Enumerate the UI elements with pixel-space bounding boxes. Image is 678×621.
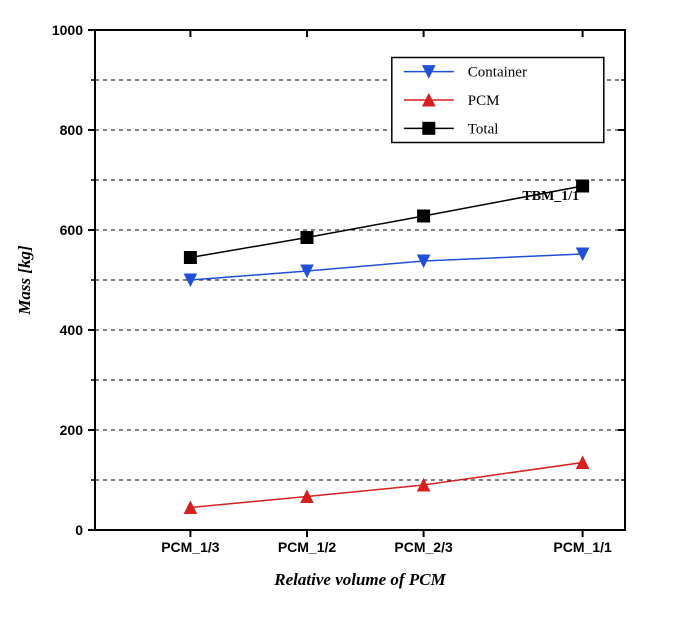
- svg-text:PCM_1/2: PCM_1/2: [278, 539, 337, 555]
- svg-text:Relative volume of PCM: Relative volume of PCM: [273, 570, 446, 589]
- svg-text:800: 800: [60, 122, 84, 138]
- svg-text:600: 600: [60, 222, 84, 238]
- mass-vs-volume-chart: 0 200 400 600 800 1000 PCM_1/3 PCM_1/2 PCM_2/3 PC…: [0, 0, 678, 621]
- svg-text:Mass [kg]: Mass [kg]: [15, 245, 34, 316]
- svg-text:PCM_1/3: PCM_1/3: [161, 539, 220, 555]
- svg-text:400: 400: [60, 322, 84, 338]
- svg-text:0: 0: [75, 522, 83, 538]
- svg-text:200: 200: [60, 422, 84, 438]
- svg-text:PCM_1/1: PCM_1/1: [553, 539, 612, 555]
- svg-text:Container: Container: [468, 65, 527, 81]
- chart-svg: 0 200 400 600 800 1000 PCM_1/3 PCM_1/2 PCM_2/3 PC…: [0, 0, 678, 621]
- svg-text:1000: 1000: [52, 22, 83, 38]
- svg-text:TBM_1/1: TBM_1/1: [522, 189, 579, 204]
- svg-text:Total: Total: [468, 121, 499, 137]
- svg-text:PCM: PCM: [468, 93, 500, 109]
- svg-text:PCM_2/3: PCM_2/3: [394, 539, 453, 555]
